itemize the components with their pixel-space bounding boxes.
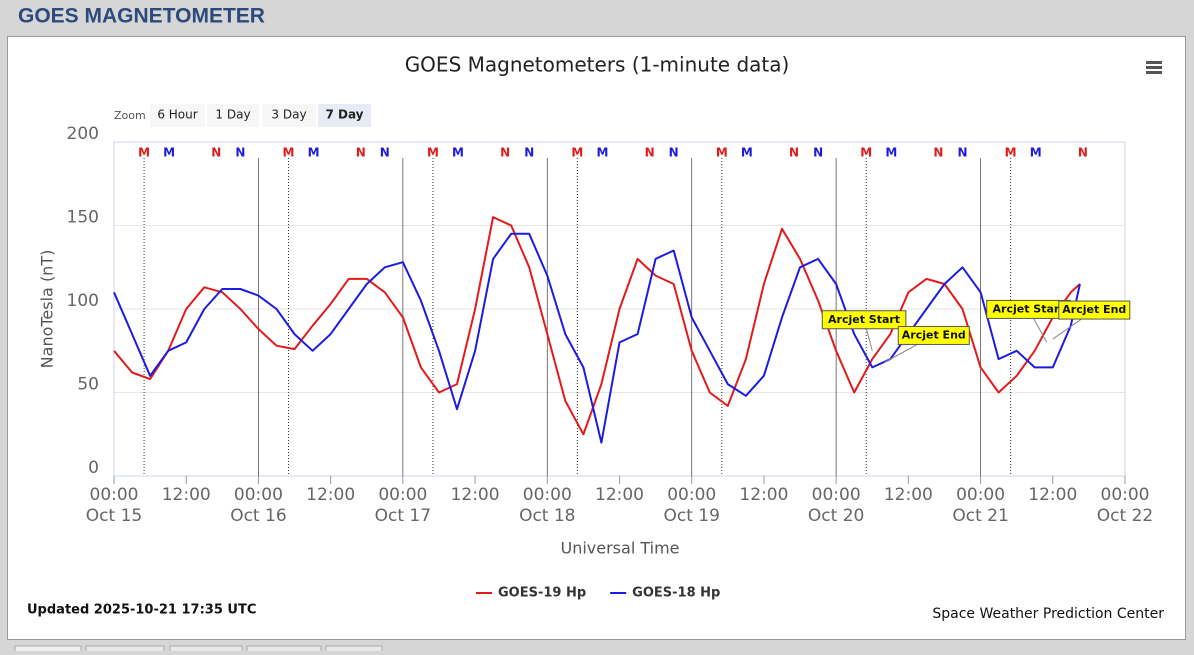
x-tick-label: 12:00	[595, 485, 644, 505]
x-tick-date: Oct 17	[375, 506, 431, 526]
marker-label: M	[308, 146, 320, 160]
marker-label: N	[957, 146, 967, 160]
series-line	[113, 232, 1081, 444]
marker-label: M	[596, 146, 608, 160]
x-tick-date: Oct 21	[952, 506, 1008, 526]
marker-label: N	[524, 146, 534, 160]
x-tick-label: 00:00	[523, 485, 572, 505]
marker-label: M	[1005, 146, 1017, 160]
legend-label[interactable]: GOES-19 Hp	[498, 586, 586, 601]
marker-label: M	[283, 146, 295, 160]
marker-label: N	[500, 146, 510, 160]
annotation-box	[821, 310, 907, 330]
x-tick-date: Oct 20	[808, 506, 864, 526]
x-tick-date: Oct 16	[230, 506, 286, 526]
marker-label: N	[356, 146, 366, 160]
marker-label: N	[933, 146, 943, 160]
zoom-button[interactable]	[318, 104, 371, 127]
legend-label[interactable]: GOES-18 Hp	[632, 586, 720, 601]
y-tick-label: 50	[77, 375, 99, 395]
x-axis-label: Universal Time	[560, 539, 679, 558]
zoom-button[interactable]	[150, 104, 205, 127]
marker-label: M	[452, 146, 464, 160]
tab[interactable]	[325, 645, 383, 655]
x-tick-label: 12:00	[1028, 485, 1077, 505]
marker-label: N	[235, 146, 245, 160]
marker-label: N	[645, 146, 655, 160]
y-tick-label: 100	[67, 291, 99, 311]
marker-label: M	[427, 146, 439, 160]
x-tick-label: 12:00	[451, 485, 500, 505]
series-line	[113, 216, 1081, 436]
tab[interactable]	[14, 645, 82, 655]
annotation-label: Arcjet Start	[828, 313, 900, 326]
x-tick-label: 00:00	[956, 485, 1005, 505]
marker-label: N	[789, 146, 799, 160]
annotation-box	[897, 325, 970, 345]
zoom-button-label[interactable]: 7 Day	[325, 108, 363, 122]
x-tick-label: 00:00	[1101, 485, 1150, 505]
x-tick-date: Oct 19	[663, 506, 719, 526]
zoom-button[interactable]	[262, 104, 316, 127]
marker-label: M	[860, 146, 872, 160]
x-tick-date: Oct 15	[86, 506, 142, 526]
zoom-button-label[interactable]: 1 Day	[215, 108, 250, 122]
marker-label: M	[138, 146, 150, 160]
marker-label: M	[1030, 146, 1042, 160]
annotation-label: Arcjet Start	[993, 302, 1065, 315]
y-axis-label: NanoTesla (nT)	[38, 250, 57, 369]
annotation-label: Arcjet End	[1062, 303, 1126, 316]
tab[interactable]	[246, 645, 322, 655]
tab[interactable]	[85, 645, 165, 655]
x-tick-label: 12:00	[162, 485, 211, 505]
tab[interactable]	[169, 645, 243, 655]
marker-label: N	[380, 146, 390, 160]
y-tick-label: 150	[67, 208, 99, 228]
x-tick-label: 00:00	[234, 485, 283, 505]
chart-title: GOES Magnetometers (1-minute data)	[405, 53, 790, 77]
x-tick-date: Oct 18	[519, 506, 575, 526]
x-tick-label: 12:00	[739, 485, 788, 505]
menu-icon[interactable]	[1146, 61, 1162, 74]
zoom-button[interactable]	[207, 104, 259, 127]
credit-text: Space Weather Prediction Center	[932, 606, 1164, 622]
x-tick-label: 12:00	[884, 485, 933, 505]
marker-label: M	[163, 146, 175, 160]
x-tick-label: 00:00	[667, 485, 716, 505]
marker-label: N	[813, 146, 823, 160]
annotation-box	[1058, 300, 1131, 320]
marker-label: M	[571, 146, 583, 160]
x-tick-label: 00:00	[378, 485, 427, 505]
x-tick-date: Oct 22	[1097, 506, 1153, 526]
marker-label: N	[211, 146, 221, 160]
y-tick-label: 0	[88, 458, 99, 478]
marker-label: M	[885, 146, 897, 160]
marker-label: N	[1078, 146, 1088, 160]
panel	[7, 36, 1186, 640]
y-tick-label: 200	[67, 124, 99, 144]
x-tick-label: 00:00	[90, 485, 139, 505]
zoom-button-label[interactable]: 6 Hour	[157, 108, 197, 122]
zoom-label: Zoom	[114, 109, 146, 122]
annotation-label: Arcjet End	[902, 328, 966, 341]
header-title: GOES MAGNETOMETER	[18, 5, 265, 28]
zoom-button-label[interactable]: 3 Day	[271, 108, 306, 122]
x-tick-label: 00:00	[812, 485, 861, 505]
marker-label: N	[669, 146, 679, 160]
marker-label: M	[741, 146, 753, 160]
x-tick-label: 12:00	[306, 485, 355, 505]
updated-text: Updated 2025-10-21 17:35 UTC	[27, 603, 256, 618]
marker-label: M	[716, 146, 728, 160]
